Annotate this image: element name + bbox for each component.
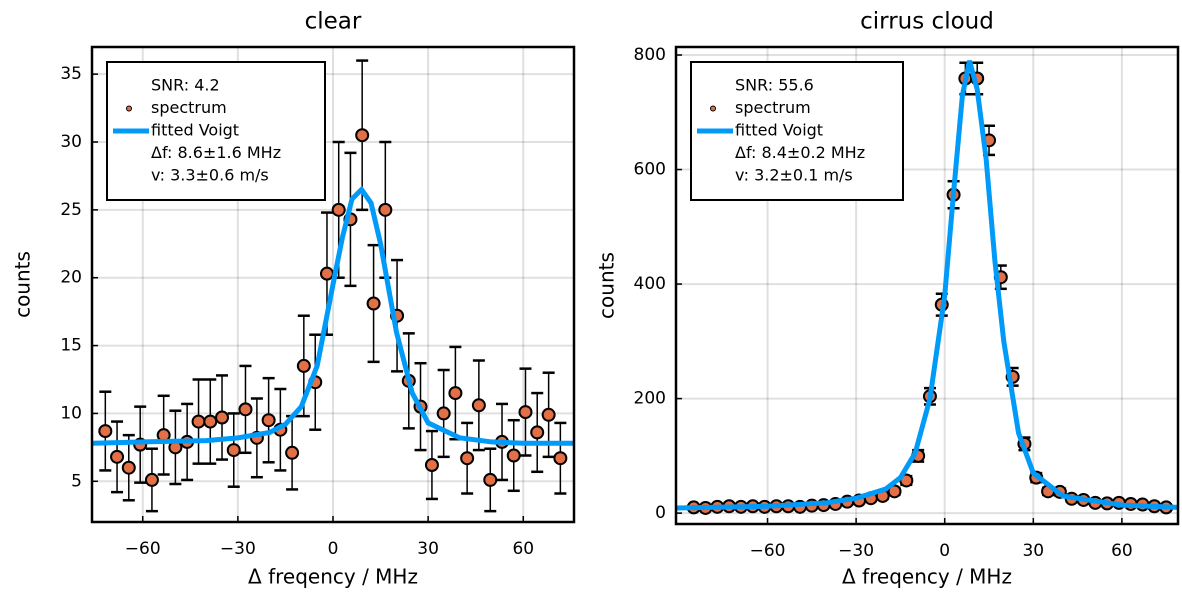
legend-header: SNR: 4.2 — [151, 76, 220, 95]
data-point — [261, 413, 276, 428]
y-tick-label: 35 — [60, 64, 82, 84]
data-point — [483, 472, 498, 487]
data-point — [238, 402, 253, 417]
x-tick-label: −60 — [125, 539, 161, 559]
x-tick-label: −30 — [838, 541, 874, 561]
data-point — [471, 398, 486, 413]
x-tick-label: −30 — [220, 539, 256, 559]
legend-label: spectrum — [151, 98, 227, 117]
x-tick-label: 30 — [1022, 541, 1044, 561]
data-point — [518, 405, 533, 420]
data-point — [215, 410, 230, 425]
data-point — [460, 451, 475, 466]
data-point — [553, 451, 568, 466]
data-point — [331, 202, 346, 217]
legend-label: fitted Voigt — [735, 121, 823, 140]
chart-title: clear — [305, 9, 362, 35]
data-point — [98, 424, 113, 439]
y-tick-label: 800 — [634, 45, 666, 65]
y-tick-label: 10 — [60, 403, 82, 423]
x-tick-label: −60 — [750, 541, 786, 561]
axes-frame — [674, 45, 1180, 526]
fit-line — [91, 185, 574, 446]
data-point — [378, 202, 393, 217]
y-tick-label: 30 — [60, 132, 82, 152]
y-tick-label: 200 — [634, 389, 666, 409]
legend-swatch — [126, 105, 132, 112]
data-point — [541, 407, 556, 422]
data-point — [506, 448, 521, 463]
y-axis-label: counts — [11, 251, 35, 318]
data-point — [191, 414, 206, 429]
legend-label: fitted Voigt — [151, 121, 239, 140]
data-point — [424, 458, 439, 472]
y-axis-label: counts — [595, 252, 619, 319]
data-point — [203, 414, 218, 429]
x-tick-label: 60 — [1111, 541, 1133, 561]
x-axis-label: Δ freqency / MHz — [842, 565, 1012, 589]
legend-header: SNR: 55.6 — [735, 76, 814, 95]
legend-note: v: 3.2±0.1 m/s — [735, 166, 853, 185]
data-point — [436, 406, 451, 421]
chart-title: cirrus cloud — [860, 9, 994, 35]
y-tick-label: 5 — [71, 471, 82, 491]
x-axis-label: Δ freqency / MHz — [248, 565, 418, 589]
legend-swatch — [710, 105, 716, 112]
legend-note: Δf: 8.6±1.6 MHz — [151, 143, 281, 162]
data-point — [355, 128, 370, 143]
y-tick-label: 400 — [634, 274, 666, 294]
data-point — [366, 296, 381, 311]
fit-line — [675, 60, 1179, 511]
x-tick-label: 0 — [328, 539, 339, 559]
data-point — [296, 358, 311, 373]
data-point — [285, 445, 300, 460]
data-point — [110, 449, 125, 464]
data-point — [226, 443, 241, 458]
data-point — [319, 266, 334, 281]
data-point — [530, 425, 545, 440]
x-tick-label: 30 — [417, 539, 439, 559]
legend-label: spectrum — [735, 98, 811, 117]
legend-box — [106, 61, 326, 201]
y-tick-label: 20 — [60, 268, 82, 288]
y-tick-label: 600 — [634, 160, 666, 180]
y-tick-label: 0 — [655, 503, 666, 523]
legend-note: v: 3.3±0.6 m/s — [151, 166, 269, 185]
data-point — [144, 472, 159, 487]
axes-frame — [90, 45, 576, 524]
y-tick-label: 25 — [60, 200, 82, 220]
data-point — [121, 460, 136, 475]
data-point — [448, 386, 463, 401]
x-tick-label: 60 — [512, 539, 534, 559]
x-tick-label: 0 — [939, 541, 950, 561]
y-tick-label: 15 — [60, 336, 82, 356]
legend-note: Δf: 8.4±0.2 MHz — [735, 143, 865, 162]
